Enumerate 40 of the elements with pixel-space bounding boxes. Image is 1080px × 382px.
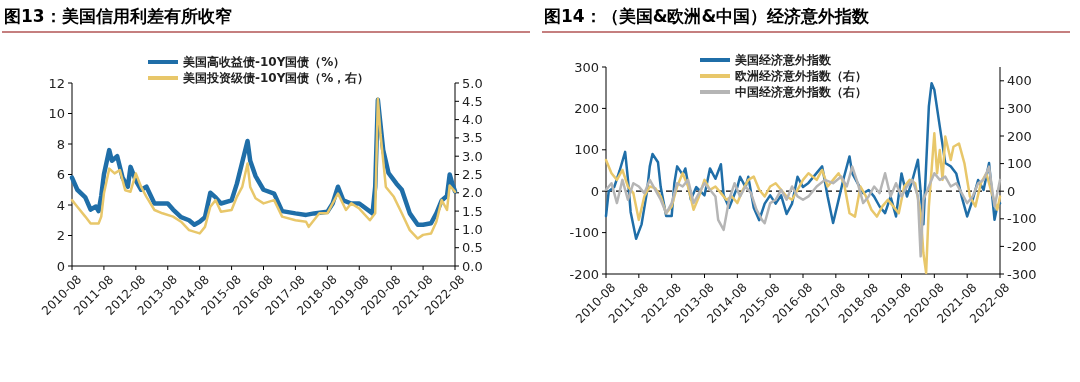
line-series	[604, 165, 1002, 258]
y2-tick-label: 3.5	[462, 130, 483, 146]
y-tick-label: 8	[56, 136, 65, 152]
y2-tick-label: 400	[1007, 73, 1032, 89]
y2-tick-label: 5.0	[462, 75, 483, 91]
y2-tick-label: -300	[1007, 266, 1037, 282]
y-tick-label: 300	[574, 59, 599, 75]
y-tick-label: 6	[56, 167, 65, 182]
y-tick-label: -200	[569, 266, 599, 282]
y2-tick-label: 200	[1007, 128, 1032, 144]
legend-label: 中国经济意外指数（右）	[735, 85, 867, 99]
legend-label: 美国投资级债-10Y国债（%，右）	[182, 71, 370, 85]
y2-tick-label: 2.5	[462, 167, 483, 182]
legend-label: 欧洲经济意外指数（右）	[735, 69, 867, 83]
y2-tick-label: 3.0	[462, 148, 483, 164]
y2-tick-label: 0.0	[462, 258, 483, 274]
y-tick-label: 0	[590, 183, 599, 199]
y-tick-label: 12	[48, 75, 65, 91]
y2-tick-label: -200	[1007, 238, 1037, 254]
y2-tick-label: 0	[1007, 183, 1016, 199]
chart-title: 图14：（美国&欧洲&中国）经济意外指数	[544, 6, 871, 26]
y-tick-label: 100	[574, 142, 599, 158]
y-tick-label: -100	[569, 225, 599, 241]
legend-label: 美国经济意外指数	[734, 53, 832, 67]
y2-tick-label: -100	[1007, 211, 1037, 227]
y2-tick-label: 1.0	[462, 221, 483, 237]
y2-tick-label: 4.5	[462, 93, 483, 109]
y2-tick-label: 300	[1007, 100, 1032, 116]
y-tick-label: 4	[56, 197, 65, 213]
y2-tick-label: 1.5	[462, 203, 483, 219]
y2-tick-label: 2.0	[462, 185, 483, 201]
y2-tick-label: 100	[1007, 156, 1032, 172]
legend-label: 美国高收益债-10Y国债（%）	[182, 55, 346, 69]
y-tick-label: 0	[56, 258, 65, 274]
y2-tick-label: 0.5	[462, 240, 483, 256]
y-tick-label: 10	[48, 106, 65, 121]
y-tick-label: 200	[574, 100, 599, 116]
y-tick-label: 2	[56, 228, 65, 243]
y2-tick-label: 4.0	[462, 112, 483, 128]
chart-title: 图13：美国信用利差有所收窄	[4, 6, 232, 26]
